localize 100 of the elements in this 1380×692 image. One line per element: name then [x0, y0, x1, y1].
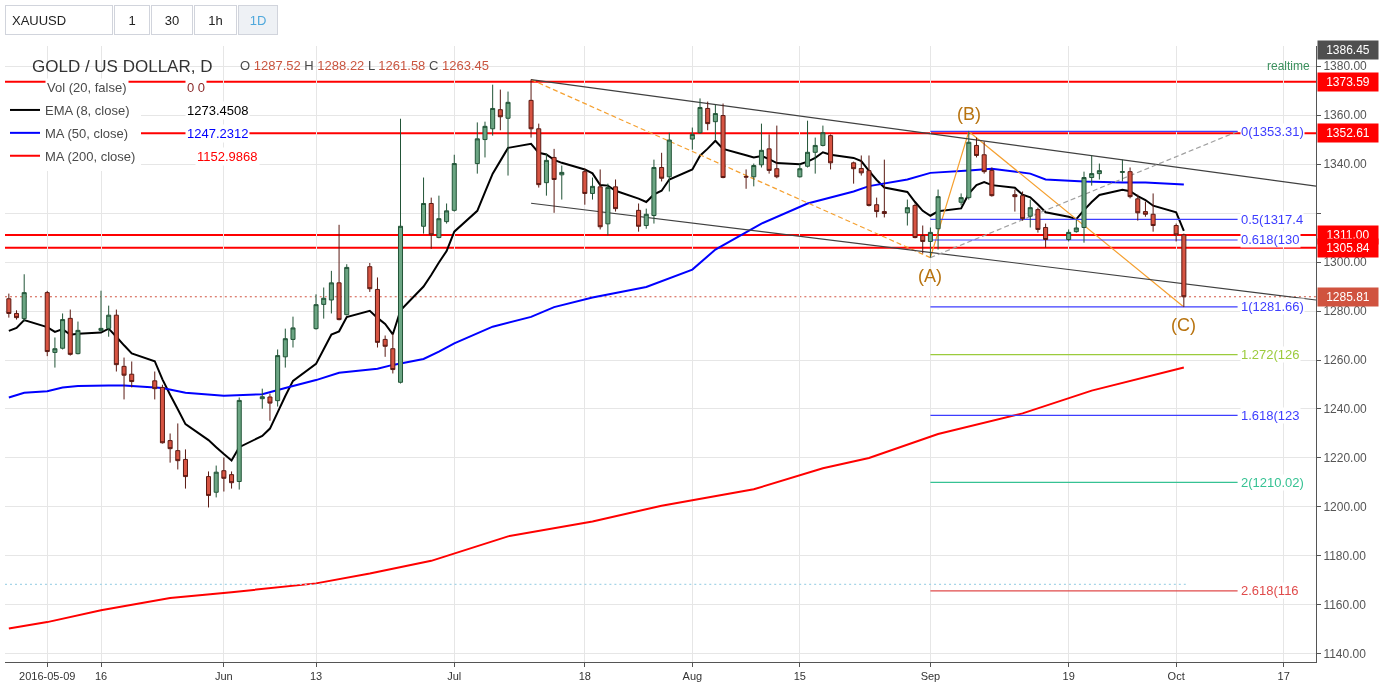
annotation: (B)	[957, 104, 981, 124]
x-tick-label: 19	[1062, 670, 1075, 683]
ref-line-label: 1373.59	[1326, 75, 1370, 89]
candlestick	[129, 360, 135, 388]
text: 1	[128, 12, 136, 28]
candlestick	[605, 183, 611, 237]
candlestick	[874, 197, 880, 218]
candlestick	[582, 168, 588, 206]
annotation: 1152.9868	[197, 149, 258, 164]
y-tick-label: 1220.00	[1323, 451, 1368, 466]
candlestick	[259, 388, 265, 410]
candlestick	[1127, 166, 1133, 199]
candlestick	[113, 309, 119, 373]
candlestick	[206, 470, 212, 508]
candlestick	[60, 312, 66, 350]
candlestick	[21, 273, 27, 323]
annotation: 1273.4508	[187, 103, 249, 118]
candlestick	[474, 121, 480, 175]
ref-line-label: 1285.81	[1326, 290, 1370, 304]
legend-label: MA (50, close)	[45, 125, 129, 141]
annotation: 0.618(130	[1241, 232, 1300, 247]
candlestick	[1035, 207, 1041, 234]
y-tick-label: 1160.00	[1323, 598, 1367, 613]
candlestick	[106, 305, 112, 338]
candlestick	[1066, 228, 1072, 242]
candlestick	[175, 422, 181, 470]
candlestick	[75, 321, 81, 355]
candlestick	[797, 163, 803, 179]
candlestick	[428, 197, 434, 250]
candlestick	[820, 125, 826, 147]
candlestick	[559, 165, 565, 201]
y-tick-label: 1240.00	[1323, 402, 1368, 417]
candlestick	[275, 348, 281, 408]
y-tick-label: 1140.00	[1323, 647, 1367, 662]
candlestick	[528, 79, 534, 139]
candlestick	[966, 130, 972, 201]
legend-label: MA (200, close)	[45, 148, 136, 164]
legend-label: EMA (8, close)	[45, 103, 130, 119]
y-tick-label: 1380.00	[1323, 59, 1368, 74]
candlestick	[543, 153, 549, 197]
candlestick	[1142, 201, 1148, 218]
y-tick-label: 1300.00	[1323, 255, 1368, 270]
annotation: 1(1281.66)	[1241, 299, 1304, 314]
candlestick	[282, 328, 288, 369]
x-tick-label: 18	[578, 670, 591, 683]
candlestick	[98, 290, 104, 333]
candlestick	[1081, 171, 1087, 244]
candlestick	[1119, 159, 1125, 182]
text: 1386.45	[1326, 43, 1370, 57]
candlestick	[321, 287, 327, 320]
annotation: (C)	[1171, 315, 1196, 335]
candlestick	[67, 309, 73, 357]
x-tick-label: Sep	[920, 670, 941, 683]
candlestick	[328, 270, 334, 314]
text: O 1287.52 H 1288.22 L 1261.58 C 1263.45	[240, 58, 489, 73]
x-tick-label: Aug	[682, 670, 703, 683]
candlestick	[720, 103, 726, 179]
candlestick	[935, 189, 941, 251]
candlestick	[920, 225, 926, 254]
candlestick	[213, 465, 219, 498]
candlestick	[958, 192, 964, 206]
candlestick	[121, 357, 127, 400]
candlestick	[421, 177, 427, 235]
candlestick	[659, 152, 665, 182]
candlestick	[858, 154, 864, 177]
candlestick	[589, 177, 596, 201]
candlestick	[705, 101, 711, 131]
candlestick	[397, 118, 404, 385]
x-tick-label: Jun	[214, 670, 233, 683]
candlestick	[643, 208, 649, 230]
candlestick	[367, 262, 373, 293]
candlestick	[812, 137, 818, 175]
candlestick	[344, 263, 350, 316]
candlestick	[482, 121, 488, 158]
candlestick	[758, 123, 764, 168]
x-tick-label: Oct	[1167, 670, 1185, 683]
candlestick	[973, 137, 980, 158]
candlestick	[904, 199, 910, 227]
candlestick	[1173, 223, 1179, 242]
annotation: Vol (20, false)	[47, 80, 127, 95]
ref-line-label: 1305.84	[1326, 241, 1370, 255]
candlestick	[1012, 189, 1018, 213]
candlestick	[382, 335, 388, 358]
candlestick	[152, 371, 158, 400]
candlestick	[766, 133, 772, 175]
candlestick	[912, 202, 918, 239]
x-tick-label: 16	[94, 670, 108, 683]
candlestick	[666, 132, 672, 192]
candlestick	[989, 166, 995, 198]
candlestick	[505, 91, 511, 177]
annotation: 2.618(116	[1241, 583, 1299, 598]
candlestick	[1089, 154, 1095, 187]
candlestick	[14, 309, 20, 321]
candlestick	[497, 89, 503, 131]
text: 1h	[208, 12, 223, 28]
candlestick	[451, 154, 457, 213]
candlestick	[182, 448, 188, 490]
x-tick-label: 13	[309, 670, 323, 683]
candlestick	[689, 127, 695, 151]
candlestick	[712, 104, 718, 141]
